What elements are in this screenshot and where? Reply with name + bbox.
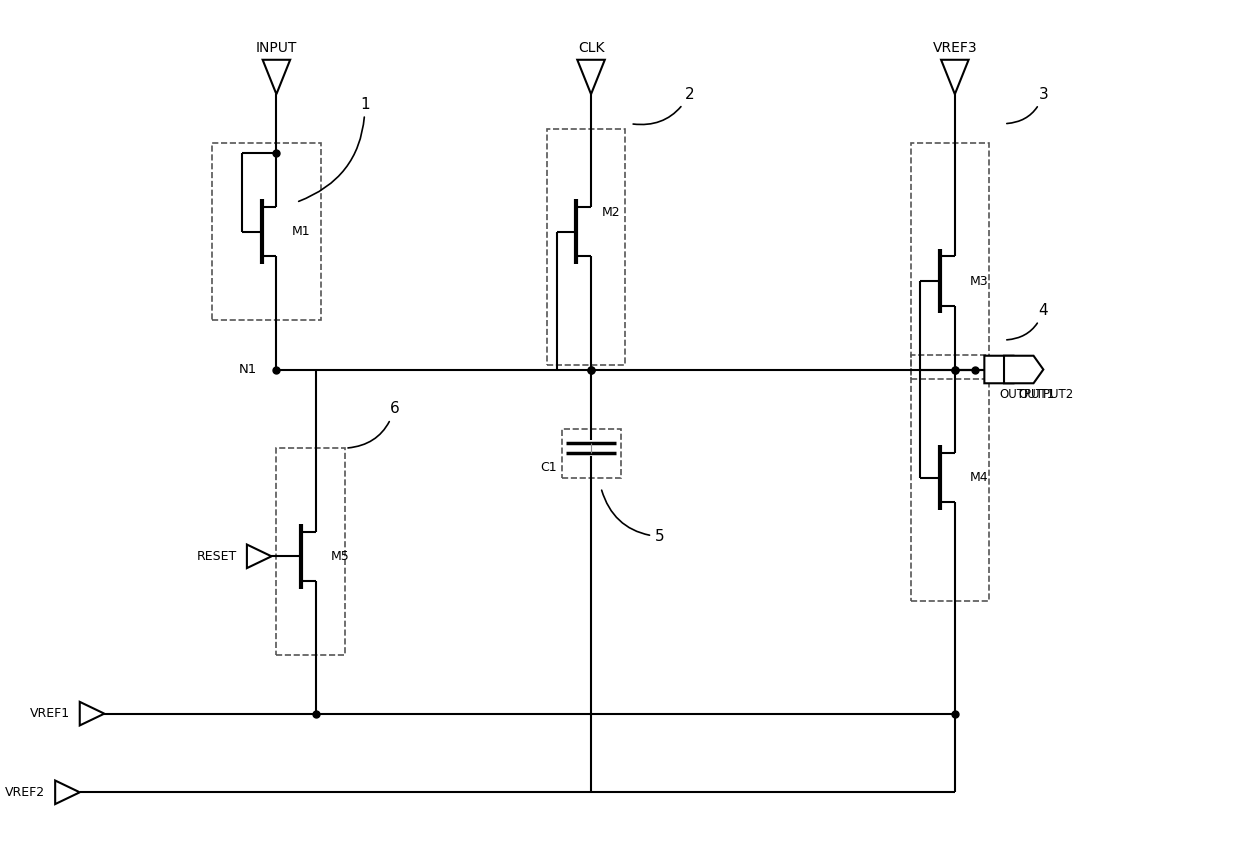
Text: 3: 3 <box>1007 87 1048 123</box>
Polygon shape <box>941 60 968 94</box>
Text: VREF1: VREF1 <box>30 707 69 720</box>
Bar <box>212 143 321 321</box>
Bar <box>562 428 620 477</box>
Text: M4: M4 <box>970 471 988 484</box>
Text: C1: C1 <box>539 461 557 474</box>
Text: M1: M1 <box>291 225 310 238</box>
Text: VREF2: VREF2 <box>5 786 46 799</box>
Polygon shape <box>55 781 79 804</box>
Text: INPUT: INPUT <box>255 41 298 55</box>
Text: 4: 4 <box>1007 303 1048 340</box>
Text: N1: N1 <box>238 363 257 376</box>
Polygon shape <box>578 60 605 94</box>
Text: RESET: RESET <box>197 550 237 563</box>
Text: 6: 6 <box>348 401 399 448</box>
Text: 1: 1 <box>299 97 370 201</box>
Polygon shape <box>1004 356 1043 383</box>
Text: 2: 2 <box>634 87 694 124</box>
Text: 5: 5 <box>601 490 665 544</box>
Text: M3: M3 <box>970 274 988 287</box>
Text: VREF3: VREF3 <box>932 41 977 55</box>
Text: OUTPUT1: OUTPUT1 <box>999 387 1054 400</box>
Polygon shape <box>79 702 104 725</box>
Bar <box>277 448 345 655</box>
Text: OUTPUT2: OUTPUT2 <box>1019 387 1074 400</box>
Polygon shape <box>247 544 272 568</box>
Bar <box>910 355 990 601</box>
Polygon shape <box>985 356 1024 383</box>
Text: CLK: CLK <box>578 41 604 55</box>
Text: M2: M2 <box>601 206 620 219</box>
Text: M5: M5 <box>331 550 350 563</box>
Polygon shape <box>263 60 290 94</box>
Bar <box>910 143 990 380</box>
Bar <box>547 129 625 364</box>
